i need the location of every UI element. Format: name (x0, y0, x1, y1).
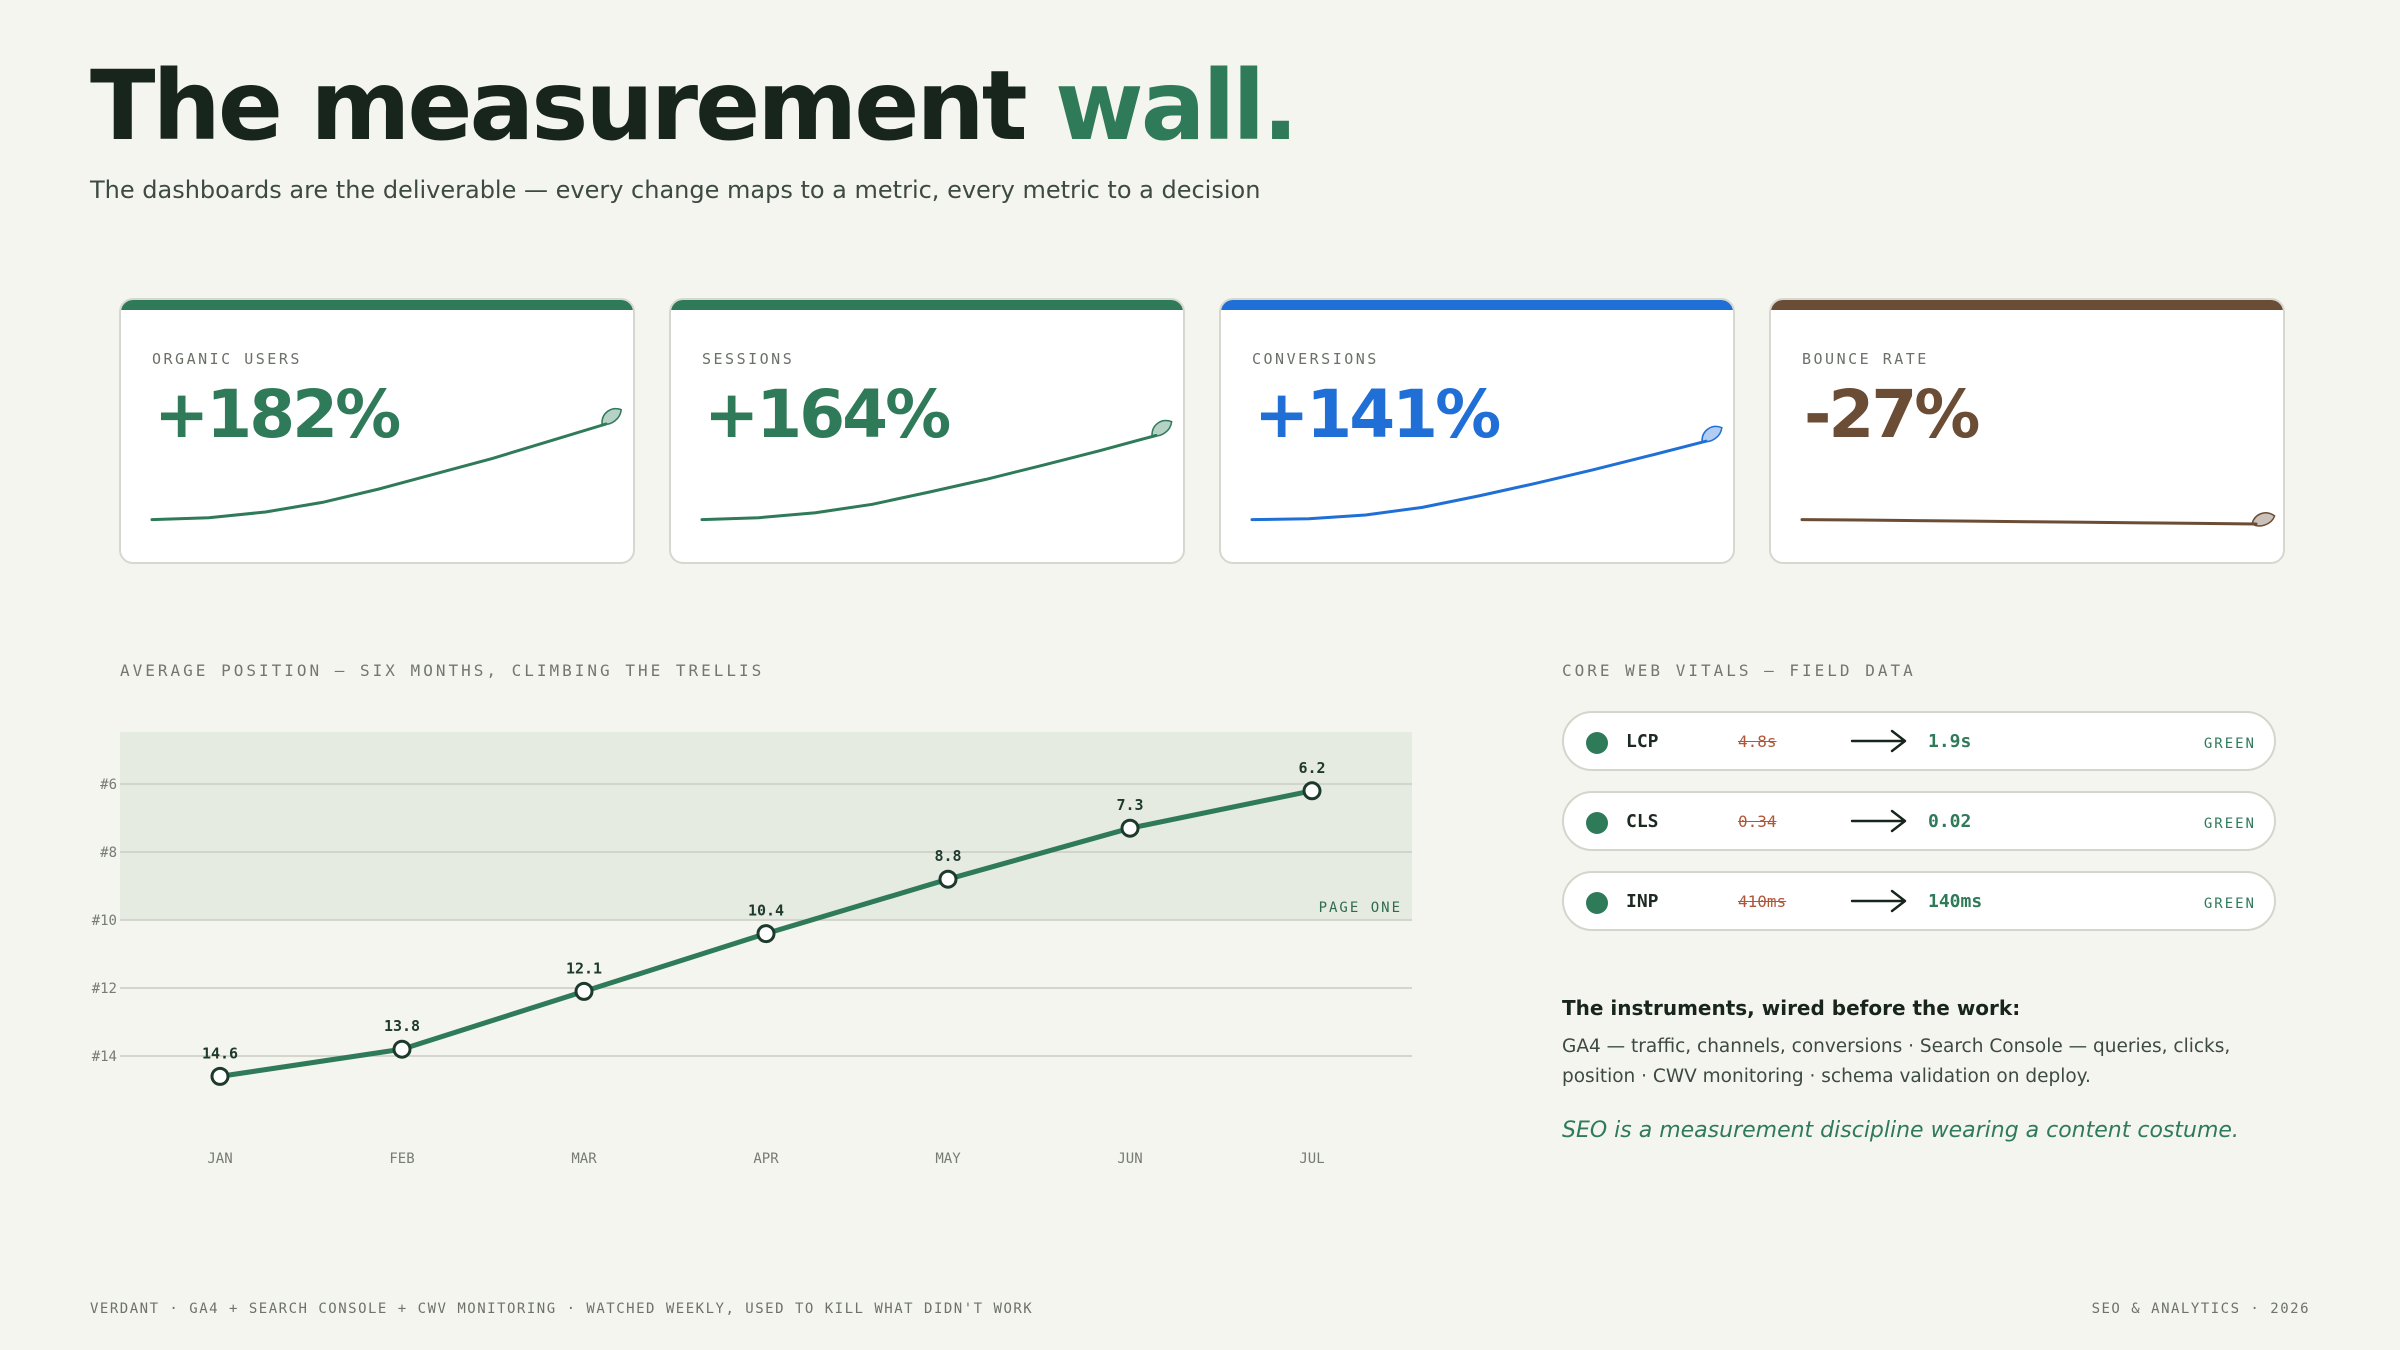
leaf-icon (2251, 512, 2276, 527)
vital-before: 410ms (1738, 892, 1787, 911)
leaf-icon (601, 407, 622, 426)
y-tick-label: #6 (100, 777, 117, 793)
kpi-sparkline (150, 407, 622, 522)
footer-right: SEO & ANALYTICS · 2026 (2091, 1301, 2310, 1317)
x-tick-label: APR (753, 1151, 779, 1167)
vital-name: INP (1626, 891, 1659, 912)
x-tick-label: JAN (207, 1151, 232, 1167)
vital-after: 140ms (1928, 891, 1983, 912)
y-tick-label: #10 (92, 913, 117, 929)
kpi-sparkline (700, 419, 1173, 522)
page-title: The measurement wall. (90, 58, 1299, 154)
card-accent-bar (671, 300, 1183, 310)
status-badge: GREEN (2203, 736, 2256, 752)
vital-before: 0.34 (1738, 812, 1777, 831)
footer-left: VERDANT · GA4 + SEARCH CONSOLE + CWV MON… (90, 1301, 1034, 1317)
tagline: SEO is a measurement discipline wearing … (1562, 1118, 2239, 1143)
data-point (756, 924, 776, 944)
leaf-icon (1151, 419, 1173, 437)
vital-row-inp: INP 410ms 140ms GREEN (1562, 871, 2276, 931)
data-label: 14.6 (202, 1044, 238, 1062)
sparkline-path (1250, 439, 1708, 522)
sparkline-path (1800, 518, 2258, 526)
x-tick-label: JUN (1117, 1151, 1142, 1167)
vital-after: 1.9s (1928, 731, 1972, 752)
page-one-label: PAGE ONE (1319, 900, 1402, 916)
arrow-right-icon (1850, 889, 1907, 913)
data-label: 7.3 (1116, 796, 1143, 814)
x-tick-label: FEB (389, 1151, 414, 1167)
kpi-label: ORGANIC USERS (152, 350, 302, 368)
instruments-title: The instruments, wired before the work: (1562, 996, 2021, 1020)
kpi-card-conversions: CONVERSIONS +141% (1219, 298, 1735, 564)
title-main: The measurement (90, 50, 1028, 162)
x-tick-label: MAY (935, 1151, 961, 1167)
page-subtitle: The dashboards are the deliverable — eve… (90, 176, 1261, 204)
kpi-card-bounce-rate: BOUNCE RATE -27% (1769, 298, 2285, 564)
sparkline-path (700, 434, 1158, 522)
data-point (210, 1066, 230, 1086)
kpi-cards: ORGANIC USERS +182% SESSIONS +164% CONVE… (119, 298, 2285, 564)
vital-row-lcp: LCP 4.8s 1.9s GREEN (1562, 711, 2276, 771)
kpi-value: +141% (1254, 376, 1501, 453)
leaf-icon (1701, 425, 1723, 443)
title-accent: wall. (1055, 50, 1299, 162)
data-point (574, 981, 594, 1001)
data-point (1302, 781, 1322, 801)
y-tick-label: #12 (92, 981, 117, 997)
x-tick-label: MAR (571, 1151, 597, 1167)
vital-row-cls: CLS 0.34 0.02 GREEN (1562, 791, 2276, 851)
status-dot (1586, 732, 1608, 754)
status-dot (1586, 892, 1608, 914)
vital-name: CLS (1626, 811, 1659, 832)
average-position-chart: #6 #8 #10 #12 #14 PAGE ONE 14.6 JAN 13.8 FEB 12.1 M… (92, 732, 1412, 1167)
card-accent-bar (121, 300, 633, 310)
vital-before: 4.8s (1738, 732, 1777, 751)
data-point (1120, 818, 1140, 838)
arrow-right-icon (1850, 809, 1907, 833)
page-one-band (120, 732, 1412, 920)
data-label: 13.8 (384, 1017, 420, 1035)
vital-after: 0.02 (1928, 811, 1972, 832)
sparkline-path (150, 422, 608, 522)
kpi-sparkline (1250, 425, 1723, 522)
instruments-body: GA4 — traffic, channels, conversions · S… (1562, 1036, 2231, 1087)
arrow-right-icon (1850, 729, 1907, 753)
kpi-card-organic-users: ORGANIC USERS +182% (119, 298, 635, 564)
y-tick-label: #14 (92, 1049, 117, 1065)
kpi-value: +182% (154, 376, 401, 453)
kpi-label: BOUNCE RATE (1802, 350, 1929, 368)
status-badge: GREEN (2203, 816, 2256, 832)
data-point (938, 869, 958, 889)
kpi-sparkline (1800, 512, 2276, 527)
status-badge: GREEN (2203, 896, 2256, 912)
chart-section-label: AVERAGE POSITION — SIX MONTHS, CLIMBING … (120, 661, 765, 680)
vitals-section-label: CORE WEB VITALS — FIELD DATA (1562, 661, 1916, 680)
data-label: 8.8 (934, 847, 961, 865)
kpi-label: SESSIONS (702, 350, 795, 368)
kpi-card-sessions: SESSIONS +164% (669, 298, 1185, 564)
y-tick-label: #8 (100, 845, 117, 861)
card-accent-bar (1771, 300, 2283, 310)
data-label: 10.4 (748, 902, 784, 920)
kpi-label: CONVERSIONS (1252, 350, 1379, 368)
x-tick-label: JUL (1299, 1151, 1324, 1167)
kpi-value: +164% (704, 376, 951, 453)
card-accent-bar (1221, 300, 1733, 310)
status-dot (1586, 812, 1608, 834)
vital-name: LCP (1626, 731, 1659, 752)
data-point (392, 1039, 412, 1059)
data-label: 12.1 (566, 959, 602, 977)
data-label: 6.2 (1298, 759, 1325, 777)
kpi-value: -27% (1804, 376, 1980, 453)
